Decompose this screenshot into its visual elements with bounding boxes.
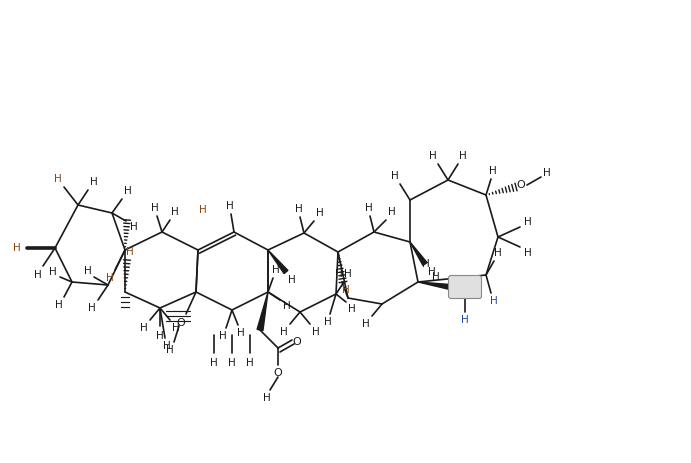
- Text: H: H: [335, 269, 343, 279]
- Text: H: H: [156, 331, 164, 341]
- Text: H: H: [461, 315, 469, 325]
- Text: H: H: [237, 328, 245, 338]
- Text: H: H: [524, 217, 532, 227]
- Text: H: H: [543, 168, 551, 178]
- Text: H: H: [365, 203, 373, 213]
- Text: H: H: [342, 285, 350, 295]
- Text: H: H: [280, 327, 288, 337]
- Polygon shape: [418, 282, 451, 289]
- Text: H: H: [272, 265, 280, 275]
- Text: H: H: [172, 323, 180, 333]
- Text: H: H: [88, 303, 96, 313]
- Text: H: H: [90, 177, 98, 187]
- Text: H: H: [422, 259, 430, 269]
- Text: H: H: [348, 304, 356, 314]
- Text: H: H: [130, 222, 138, 232]
- Text: H: H: [246, 358, 254, 368]
- Text: H: H: [219, 331, 227, 341]
- Text: H: H: [524, 248, 532, 258]
- Text: O: O: [177, 318, 185, 328]
- Text: H: H: [210, 358, 218, 368]
- Text: H: H: [84, 266, 92, 276]
- Text: H: H: [283, 301, 291, 311]
- Text: H: H: [428, 267, 436, 277]
- Text: H: H: [391, 171, 399, 181]
- Text: H: H: [124, 186, 132, 196]
- Text: H: H: [429, 151, 437, 161]
- Text: H: H: [432, 272, 440, 282]
- Text: H: H: [166, 345, 174, 355]
- Text: H: H: [489, 166, 497, 176]
- Text: H: H: [199, 205, 207, 215]
- Text: H: H: [295, 204, 303, 214]
- Text: H: H: [228, 358, 236, 368]
- Text: H: H: [388, 207, 396, 217]
- Text: H: H: [171, 207, 179, 217]
- Text: H: H: [263, 393, 271, 403]
- Text: H: H: [226, 201, 234, 211]
- Text: H: H: [490, 296, 498, 306]
- Text: H: H: [126, 247, 134, 257]
- Text: H: H: [163, 341, 171, 351]
- Text: H: H: [494, 248, 502, 258]
- Text: H: H: [316, 208, 324, 218]
- Text: H: H: [13, 243, 21, 253]
- Text: H: H: [49, 267, 57, 277]
- Text: O: O: [517, 180, 525, 190]
- Text: H: H: [312, 327, 320, 337]
- Text: H: H: [34, 270, 42, 280]
- Text: H: H: [459, 151, 467, 161]
- Text: H: H: [344, 269, 352, 279]
- Text: H: H: [324, 317, 332, 327]
- Text: O: O: [274, 368, 283, 378]
- Text: H: H: [55, 300, 63, 310]
- Polygon shape: [257, 292, 268, 331]
- Text: bs: bs: [460, 282, 471, 292]
- FancyBboxPatch shape: [448, 275, 482, 299]
- Text: H: H: [106, 273, 114, 283]
- Text: O: O: [292, 337, 301, 347]
- Text: H: H: [54, 174, 62, 184]
- Polygon shape: [410, 242, 427, 265]
- Text: H: H: [151, 203, 159, 213]
- Text: H: H: [140, 323, 148, 333]
- Polygon shape: [268, 250, 288, 274]
- Text: H: H: [288, 275, 296, 285]
- Text: H: H: [362, 319, 370, 329]
